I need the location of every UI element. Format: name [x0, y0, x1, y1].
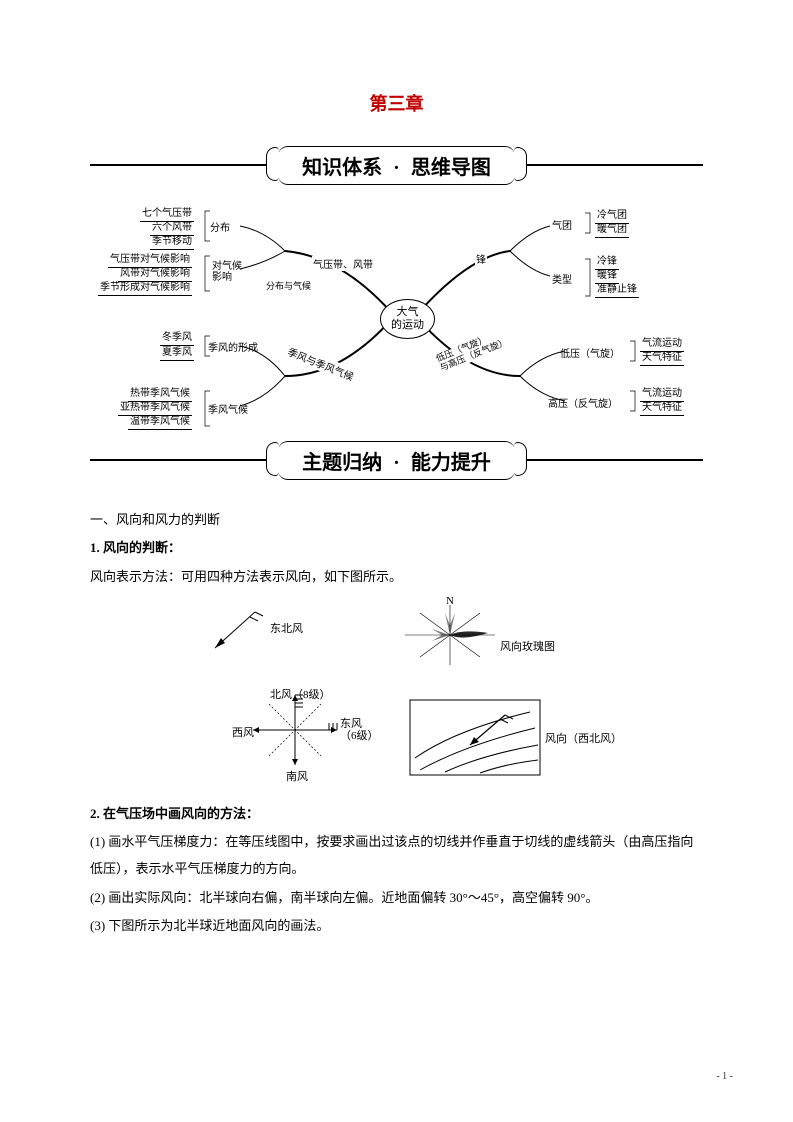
body-text: 一、风向和风力的判断 1. 风向的判断： 风向表示方法：可用四种方法表示风向，如… [90, 506, 703, 590]
chapter-title: 第三章 [90, 90, 703, 116]
wd-south-label: 南风 [286, 768, 308, 784]
mm-leaf: 季节移动 [150, 235, 194, 250]
banner-knowledge-system: 知识体系 · 思维导图 [90, 146, 703, 186]
section-1-2-p2: (2) 画出实际风向：北半球向右偏，南半球向左偏。近地面偏转 30°～45°，高… [90, 884, 703, 911]
mm-bl-sub2-label: 季风气候 [208, 401, 248, 416]
mm-leaf: 七个气压带 [140, 207, 194, 222]
section-1-1-text: 风向表示方法：可用四种方法表示风向，如下图所示。 [90, 563, 703, 590]
mm-tl-midlabel: 分布与气候 [265, 279, 312, 292]
wind-diagrams: 东北风 N 风向玫瑰图 北风（8级） 西风 东风（6级） 南风 风向（西北风） [90, 600, 703, 790]
section-1-2-title: 2. 在气压场中画风向的方法： [90, 800, 703, 827]
mm-leaf: 天气特征 [640, 401, 684, 416]
mm-leaf: 气压带对气候影响 [108, 253, 192, 268]
wd-rose-label: 风向玫瑰图 [500, 638, 555, 654]
banner-dot: · [393, 452, 400, 475]
banner-dot: · [393, 157, 400, 180]
mm-leaf: 六个风带 [150, 221, 194, 236]
mm-leaf: 冷锋 [595, 255, 619, 270]
mm-leaf: 天气特征 [640, 351, 684, 366]
banner-text-right: 思维导图 [411, 157, 491, 179]
section-1-2-p3: (3) 下图所示为北半球近地面风向的画法。 [90, 912, 703, 939]
banner-box: 主题归纳 · 能力提升 [278, 441, 515, 480]
mm-tr-sub2-label: 类型 [552, 271, 572, 286]
mm-leaf: 风带对气候影响 [118, 267, 192, 282]
mm-tl-sub2-label: 对气候影响 [212, 261, 242, 283]
banner-text-left: 知识体系 [302, 157, 382, 179]
mm-leaf: 热带季风气候 [128, 387, 192, 402]
mm-leaf: 季节形成对气候影响 [98, 281, 192, 296]
section-1-1-title: 1. 风向的判断： [90, 534, 703, 561]
section-1-2-p1: (1) 画水平气压梯度力：在等压线图中，按要求画出过该点的切线并作垂直于切线的虚… [90, 828, 703, 883]
mm-leaf: 暖气团 [595, 223, 629, 238]
wd-ne-label: 东北风 [270, 620, 303, 636]
mm-leaf: 温带季风气候 [128, 415, 192, 430]
mm-bl-sub1-label: 季风的形成 [208, 339, 258, 354]
mm-br-sub2-label: 高压（反气旋） [548, 395, 618, 410]
wd-east-label: 东风（6级） [340, 718, 379, 742]
wd-nw-label: 风向（西北风） [545, 730, 622, 746]
banner-box: 知识体系 · 思维导图 [278, 146, 515, 185]
page-number: - 1 - [716, 1071, 733, 1082]
mm-leaf: 准静止锋 [595, 283, 639, 298]
mm-connector-tl: 气压带、风带 [312, 256, 374, 271]
mm-leaf: 冬季风 [160, 331, 194, 346]
mm-br-sub1-label: 低压（气旋） [560, 345, 620, 360]
banner-theme-summary: 主题归纳 · 能力提升 [90, 441, 703, 481]
mindmap-center: 大气的运动 [380, 299, 435, 339]
section-1-title: 一、风向和风力的判断 [90, 506, 703, 533]
mindmap: 大气的运动 气压带、风带 季风与季风气候 锋 低压（气旋）与高压（反气旋） 分布… [90, 201, 703, 431]
mm-leaf: 气流运动 [640, 337, 684, 352]
banner-text-left: 主题归纳 [302, 452, 382, 474]
mm-leaf: 气流运动 [640, 387, 684, 402]
mm-leaf: 亚热带季风气候 [118, 401, 192, 416]
mm-tr-sub1-label: 气团 [552, 217, 572, 232]
body-text-2: 2. 在气压场中画风向的方法： (1) 画水平气压梯度力：在等压线图中，按要求画… [90, 800, 703, 939]
mm-leaf: 冷气团 [595, 209, 629, 224]
banner-text-right: 能力提升 [411, 452, 491, 474]
mm-leaf: 夏季风 [160, 346, 194, 361]
wd-n-label: N [446, 595, 454, 607]
mm-connector-tr: 锋 [475, 251, 487, 266]
mm-leaf: 暖锋 [595, 269, 619, 284]
wd-west-label: 西风 [232, 724, 254, 740]
mm-tl-sub1-label: 分布 [210, 219, 230, 234]
wd-north8-label: 北风（8级） [270, 686, 331, 702]
